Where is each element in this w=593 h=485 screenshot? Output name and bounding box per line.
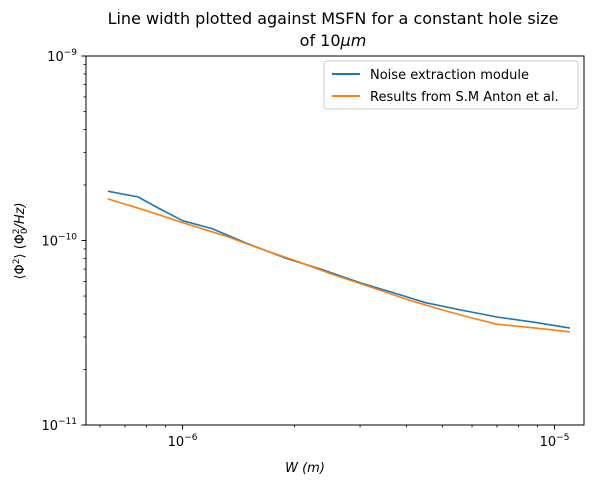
x-tick-label-0: 10−6: [168, 433, 198, 450]
legend-label-noise-extraction: Noise extraction module: [370, 68, 529, 83]
plot-frame: [85, 55, 585, 426]
legend-box: [323, 60, 579, 110]
y-tick-label-2: 10−9: [47, 48, 77, 65]
title-line-2: of 10μm: [300, 31, 367, 50]
y-tick-label-1: 10−10: [41, 233, 77, 250]
chart-title: Line width plotted against MSFN for a co…: [108, 9, 559, 50]
legend-label-anton: Results from S.M Anton et al.: [370, 90, 559, 105]
title-line-1: Line width plotted against MSFN for a co…: [108, 9, 559, 28]
legend: Noise extraction module Results from S.M…: [323, 60, 579, 110]
title-prefix: of 10: [300, 31, 341, 50]
series-line-1: [107, 198, 570, 333]
title-unit: μm: [340, 31, 367, 50]
series-line-0: [107, 190, 571, 329]
series-layer: [107, 190, 571, 333]
y-tick-label-0: 10−11: [41, 417, 77, 434]
minor-ticks: [83, 64, 538, 428]
y-axis-label: ⟨Φ2⟩ (Φ02/Hz): [12, 202, 30, 279]
x-axis-label: W (m): [285, 461, 325, 476]
x-tick-label-1: 10−5: [540, 433, 570, 450]
major-ticks: 10−6 10−5 10−11 10−10 10−9: [41, 48, 569, 450]
